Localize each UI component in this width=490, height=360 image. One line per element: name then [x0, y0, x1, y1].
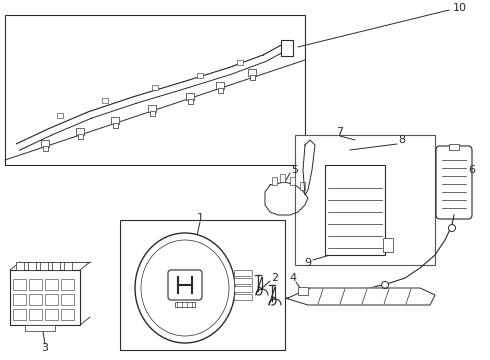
- Bar: [61, 279, 74, 290]
- Bar: [237, 60, 243, 65]
- Bar: [148, 105, 156, 112]
- Text: 5: 5: [292, 165, 298, 175]
- Bar: [45, 279, 58, 290]
- Bar: [298, 287, 308, 295]
- Bar: [290, 177, 295, 185]
- Polygon shape: [285, 288, 435, 305]
- Text: 3: 3: [42, 343, 49, 353]
- Bar: [234, 278, 252, 284]
- Bar: [300, 182, 305, 190]
- Bar: [111, 117, 119, 124]
- Bar: [5, 15, 305, 165]
- Bar: [45, 309, 58, 320]
- Bar: [61, 309, 74, 320]
- Bar: [234, 286, 252, 292]
- Bar: [13, 294, 26, 305]
- Bar: [120, 220, 285, 350]
- Bar: [152, 85, 158, 90]
- Text: 9: 9: [304, 258, 312, 268]
- Bar: [113, 123, 118, 128]
- Bar: [280, 174, 285, 182]
- Bar: [29, 294, 42, 305]
- Bar: [234, 270, 252, 276]
- Ellipse shape: [141, 240, 229, 336]
- Bar: [41, 140, 49, 147]
- Bar: [149, 111, 154, 116]
- Bar: [57, 113, 63, 118]
- Bar: [45, 294, 58, 305]
- Bar: [29, 309, 42, 320]
- Text: 7: 7: [337, 127, 343, 137]
- Bar: [61, 294, 74, 305]
- Text: 6: 6: [468, 165, 475, 175]
- Bar: [25, 325, 55, 331]
- Bar: [281, 40, 293, 56]
- Bar: [77, 134, 82, 139]
- Bar: [16, 262, 24, 270]
- FancyBboxPatch shape: [168, 270, 202, 300]
- Bar: [13, 309, 26, 320]
- Text: 10: 10: [453, 3, 467, 13]
- Bar: [325, 165, 385, 255]
- Bar: [76, 128, 84, 135]
- Bar: [64, 262, 72, 270]
- Bar: [28, 262, 36, 270]
- Bar: [272, 177, 277, 185]
- Ellipse shape: [135, 233, 235, 343]
- Bar: [197, 73, 203, 78]
- Bar: [249, 75, 254, 80]
- Text: 1: 1: [196, 213, 203, 223]
- Bar: [10, 270, 80, 325]
- Bar: [102, 98, 108, 103]
- Text: 2: 2: [271, 273, 278, 283]
- Bar: [383, 238, 393, 252]
- Bar: [248, 69, 256, 76]
- FancyBboxPatch shape: [436, 146, 472, 219]
- Bar: [234, 294, 252, 300]
- Bar: [295, 135, 435, 265]
- Bar: [218, 88, 222, 93]
- Text: 8: 8: [398, 135, 406, 145]
- Bar: [40, 262, 48, 270]
- Bar: [52, 262, 60, 270]
- Text: 4: 4: [290, 273, 296, 283]
- Bar: [43, 146, 48, 151]
- Bar: [29, 279, 42, 290]
- Bar: [186, 93, 194, 100]
- Bar: [13, 279, 26, 290]
- Circle shape: [382, 282, 389, 288]
- Bar: [449, 144, 459, 150]
- Bar: [188, 99, 193, 104]
- Bar: [216, 82, 224, 89]
- Circle shape: [448, 225, 456, 231]
- Bar: [175, 302, 195, 307]
